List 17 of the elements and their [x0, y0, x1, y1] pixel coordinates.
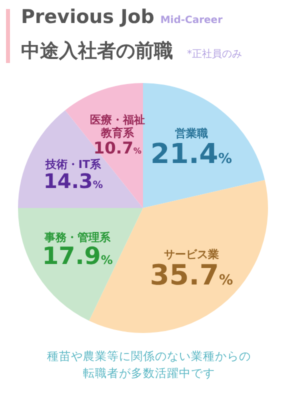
- chart-subtitle: 中途入社者の前職: [21, 40, 173, 62]
- pie-slice: [18, 110, 143, 208]
- slice-label: 営業職: [174, 127, 208, 140]
- slice-label: 事務・管理系: [43, 230, 112, 244]
- data-label: 21.4%: [150, 139, 232, 170]
- pie-slice: [18, 208, 143, 321]
- slice-label: 医療・福祉教育系: [90, 114, 145, 140]
- pie-slice: [143, 83, 265, 208]
- text: *正社員のみ: [187, 49, 242, 60]
- slice-label: 技術・IT系: [44, 158, 102, 171]
- text: Mid-Career: [160, 15, 223, 26]
- text: 種苗や農業等に関係のない業種からの転職者が多数活躍中です: [46, 348, 252, 382]
- chart-title: Previous Job: [21, 6, 154, 28]
- data-label: 17.9%: [42, 242, 113, 270]
- data-label: 10.7%: [93, 138, 142, 158]
- slice-label: サービス業: [164, 248, 219, 261]
- data-label: 14.3%: [43, 168, 103, 193]
